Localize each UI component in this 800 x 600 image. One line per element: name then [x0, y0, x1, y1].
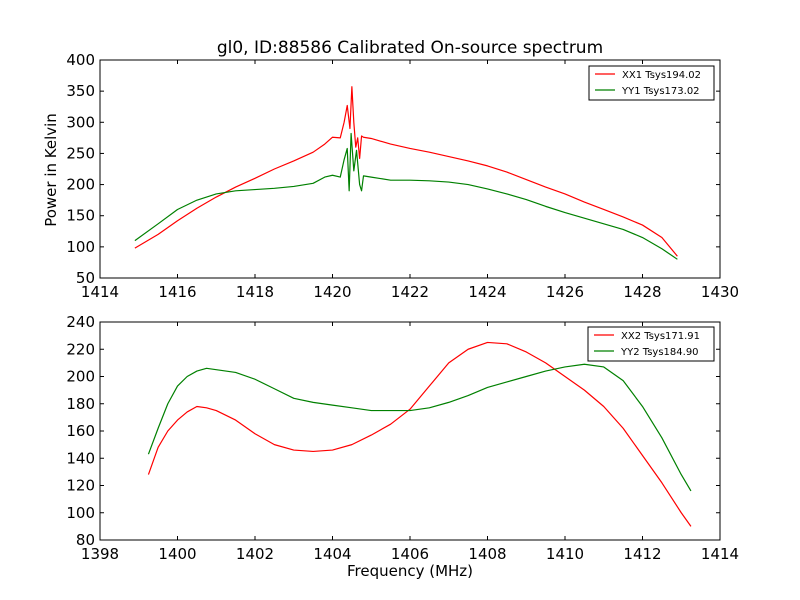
bottom-xtick-label: 1402 — [236, 545, 274, 563]
top-xtick-label: 1422 — [391, 283, 429, 301]
bottom-ytick-label: 180 — [66, 395, 95, 413]
top-xtick-label: 1420 — [313, 283, 351, 301]
bottom-chart: Frequency (MHz) 1398 1400 1402 1404 1406 1408… — [66, 313, 739, 580]
bottom-series-line-1 — [147, 363, 692, 492]
top-chart-ylabel: Power in Kelvin — [42, 113, 60, 227]
top-chart-frame — [99, 59, 721, 279]
bottom-chart-legend: XX2 Tsys171.91 YY2 Tsys184.90 — [587, 326, 715, 362]
top-legend-label-yy1: YY1 Tsys173.02 — [621, 86, 700, 97]
top-chart-title: gl0, ID:88586 Calibrated On-source spect… — [217, 38, 603, 58]
top-ytick-label: 100 — [66, 238, 95, 256]
top-xtick-label: 1430 — [701, 283, 739, 301]
top-ytick-label: 350 — [66, 82, 95, 100]
bottom-ytick-label: 160 — [66, 422, 95, 440]
bottom-legend-box — [587, 326, 715, 362]
bottom-xtick-label: 1400 — [158, 545, 196, 563]
bottom-xtick-label: 1408 — [468, 545, 506, 563]
bottom-xtick-label: 1406 — [391, 545, 429, 563]
top-xtick-label: 1428 — [623, 283, 661, 301]
bottom-ytick-label: 200 — [66, 368, 95, 386]
top-ytick-label: 50 — [76, 269, 95, 287]
bottom-ytick-label: 140 — [66, 449, 95, 467]
bottom-chart-series — [147, 341, 692, 527]
top-chart: gl0, ID:88586 Calibrated On-source spect… — [42, 38, 739, 301]
top-chart-legend: XX1 Tsys194.02 YY1 Tsys173.02 — [588, 65, 715, 101]
top-chart-ticks: 1414 1416 1418 1420 1422 1424 1426 1428 1430 50 10… — [66, 51, 739, 301]
bottom-ytick-label: 100 — [66, 504, 95, 522]
bottom-legend-label-xx2: XX2 Tsys171.91 — [621, 331, 700, 342]
top-series-line-0 — [134, 86, 678, 257]
top-ytick-label: 300 — [66, 113, 95, 131]
top-series-line-1 — [134, 132, 678, 260]
bottom-chart-xlabel: Frequency (MHz) — [347, 562, 473, 580]
bottom-ytick-label: 240 — [66, 313, 95, 331]
bottom-xtick-label: 1398 — [81, 545, 119, 563]
top-ytick-label: 400 — [66, 51, 95, 69]
top-xtick-label: 1426 — [546, 283, 584, 301]
bottom-ytick-label: 80 — [76, 531, 95, 549]
top-xtick-label: 1414 — [81, 283, 119, 301]
top-chart-series — [134, 86, 678, 260]
bottom-legend-label-yy2: YY2 Tsys184.90 — [620, 347, 699, 358]
top-ytick-label: 250 — [66, 144, 95, 162]
bottom-xtick-label: 1414 — [701, 545, 739, 563]
bottom-xtick-label: 1404 — [313, 545, 351, 563]
top-xtick-label: 1424 — [468, 283, 506, 301]
bottom-xtick-label: 1412 — [623, 545, 661, 563]
top-legend-box — [588, 65, 715, 101]
bottom-xtick-label: 1410 — [546, 545, 584, 563]
top-xtick-label: 1418 — [236, 283, 274, 301]
bottom-series-line-0 — [147, 341, 692, 527]
bottom-chart-frame — [99, 321, 721, 541]
bottom-ytick-label: 220 — [66, 340, 95, 358]
top-xtick-label: 1416 — [158, 283, 196, 301]
bottom-chart-ticks: 1398 1400 1402 1404 1406 1408 1410 1412 1414 80 10… — [66, 313, 739, 563]
bottom-ytick-label: 120 — [66, 477, 95, 495]
top-legend-label-xx1: XX1 Tsys194.02 — [622, 70, 701, 81]
top-ytick-label: 150 — [66, 207, 95, 225]
top-ytick-label: 200 — [66, 176, 95, 194]
